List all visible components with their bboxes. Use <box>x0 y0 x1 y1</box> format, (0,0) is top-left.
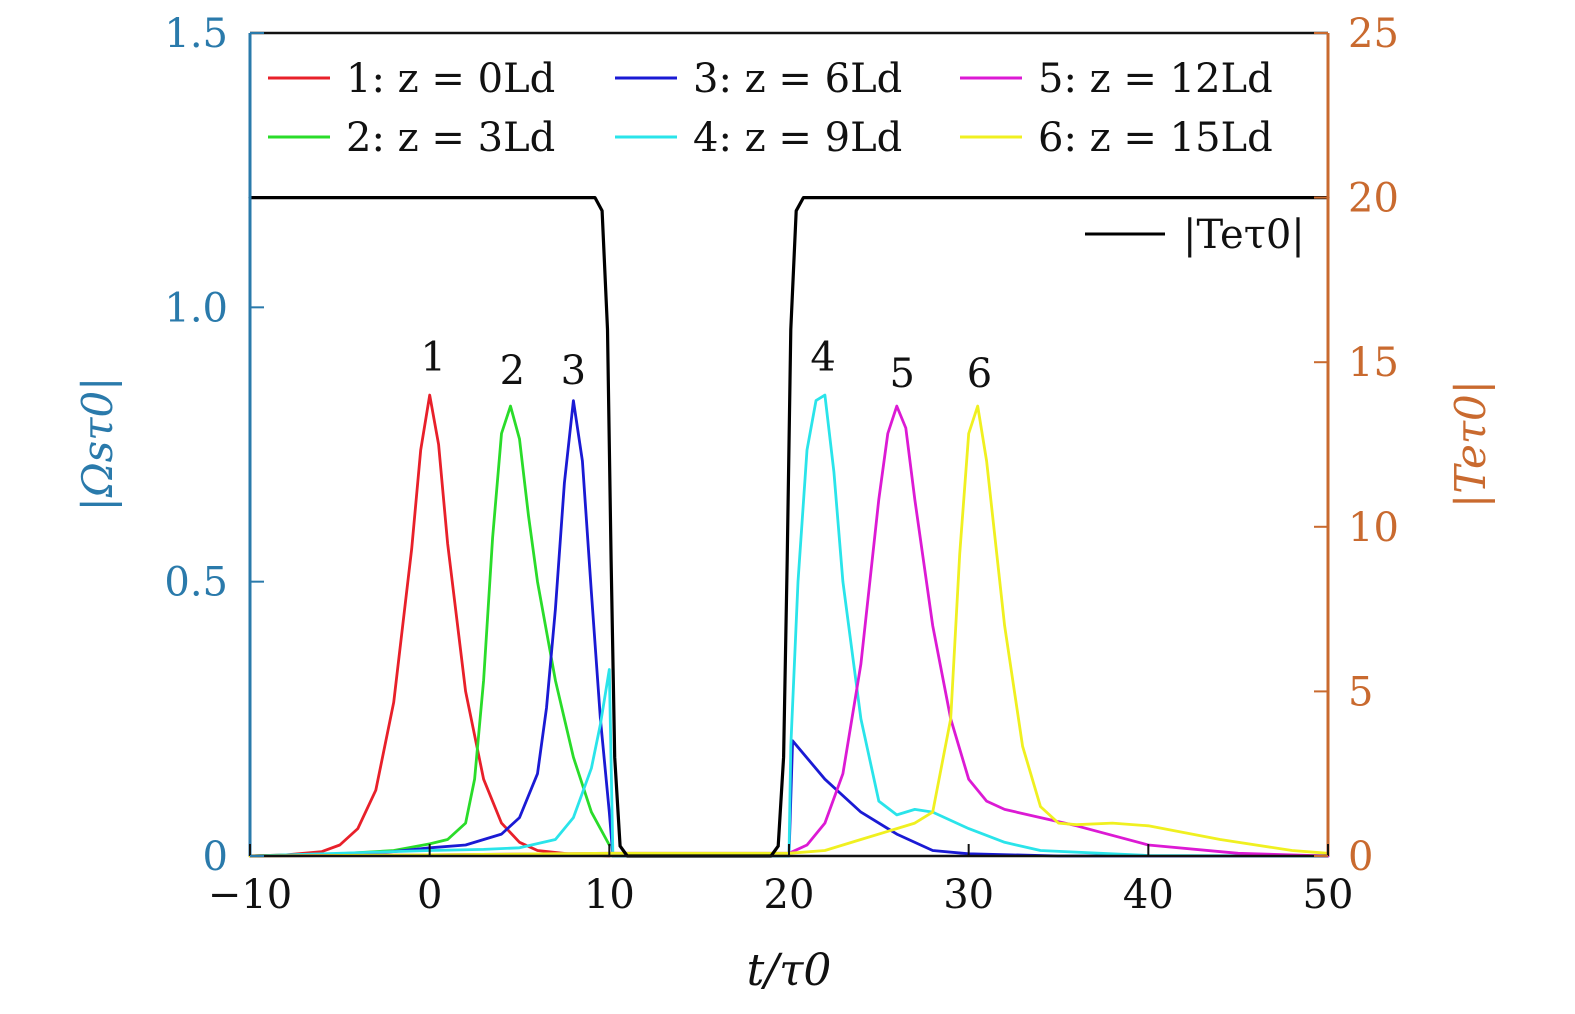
peak-label-5: 5 <box>889 351 914 397</box>
left-y-axis-title: |Ωsτ0| <box>73 377 122 512</box>
x-tick-label: 0 <box>417 872 442 918</box>
legend-label-1: 1: z = 0Ld <box>346 56 555 102</box>
series-line-6 <box>248 404 1330 858</box>
right-y-axis-title: |Teτ0| <box>1446 380 1495 508</box>
label-layer: t/τ0|Ωsτ0| |Teτ0|1 2 3 4 5 6 <box>73 334 1495 996</box>
right-y-tick-label: 20 <box>1348 176 1399 222</box>
series-layer <box>248 196 1330 858</box>
left-y-tick-label: 0 <box>203 834 228 880</box>
peak-label-1: 1 <box>421 334 446 380</box>
x-tick-label: −10 <box>208 872 292 918</box>
series-line-2 <box>248 404 611 858</box>
x-tick-label: 30 <box>943 872 994 918</box>
right-y-tick-label: 25 <box>1348 11 1399 57</box>
series-line-5 <box>248 404 1330 858</box>
x-axis-title: t/τ0 <box>747 945 832 996</box>
left-y-tick-label: 1.0 <box>164 285 228 331</box>
legend-label-3: 3: z = 6Ld <box>693 56 902 102</box>
legend-layer: 1: z = 0Ld 2: z = 3Ld 3: z = 6Ld 4: z = 9Ld… <box>268 56 1305 258</box>
x-tick-label: 50 <box>1303 872 1354 918</box>
left-y-tick-label: 1.5 <box>164 11 228 57</box>
series-line-1 <box>248 393 611 858</box>
legend-label-2: 2: z = 3Ld <box>346 115 555 161</box>
x-tick-label: 20 <box>764 872 815 918</box>
peak-label-3: 3 <box>561 348 586 394</box>
legend-label-te: |Teτ0| <box>1183 212 1305 258</box>
right-y-tick-label: 0 <box>1348 834 1373 880</box>
right-y-tick-label: 5 <box>1348 669 1373 715</box>
legend-label-4: 4: z = 9Ld <box>693 115 902 161</box>
right-y-tick-label: 15 <box>1348 340 1399 386</box>
left-y-tick-label: 0.5 <box>164 560 228 606</box>
peak-label-6: 6 <box>967 351 992 397</box>
series-line-4 <box>248 393 1330 858</box>
right-y-tick-label: 10 <box>1348 505 1399 551</box>
legend-label-5: 5: z = 12Ld <box>1038 56 1273 102</box>
peak-label-4: 4 <box>810 334 835 380</box>
legend-label-6: 6: z = 15Ld <box>1038 115 1273 161</box>
x-tick-label: 40 <box>1123 872 1174 918</box>
peak-label-2: 2 <box>500 348 525 394</box>
x-tick-label: 10 <box>584 872 635 918</box>
